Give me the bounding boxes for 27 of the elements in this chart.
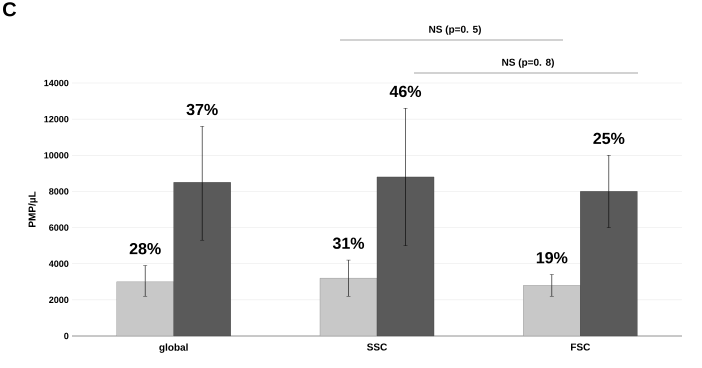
text: NS (p=0. 8) [502,58,554,68]
x-tick-label: global [159,343,188,353]
text: C [3,2,16,16]
text: NS (p=0. 5) [429,25,481,35]
bar [320,278,378,336]
annotation: 25% [593,132,624,144]
bar [376,176,434,336]
y-tick-label: 12000 [44,116,68,122]
annotation: 31% [332,238,364,249]
bar [523,285,581,336]
bar [580,191,638,336]
annotation: 37% [186,104,218,116]
annotation: 46% [390,86,422,98]
annotation: 28% [130,243,161,254]
y-tick-label: 4000 [48,260,68,267]
y-tick-label: 2000 [49,296,68,304]
x-tick-label: FSC [571,343,590,351]
y-axis-title: PMP/µL [28,192,38,227]
y-tick-label: 0 [64,332,68,340]
bar [173,182,231,336]
y-tick-label: 8000 [49,188,68,195]
bar [116,282,174,336]
x-tick-label: SSC [367,343,388,351]
annotation: 19% [536,252,568,264]
y-tick-label: 6000 [49,224,68,231]
y-tick-label: 14000 [44,80,68,86]
y-tick-label: 10000 [44,152,68,158]
